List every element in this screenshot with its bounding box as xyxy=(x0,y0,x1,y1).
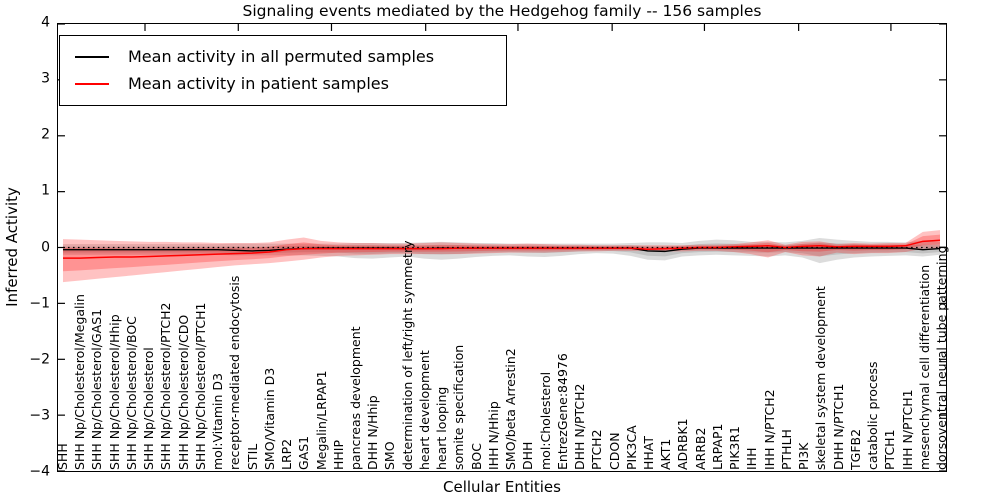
x-tick-label: SHH Np/Cholesterol/Hhip xyxy=(106,314,122,470)
y-tick-label: 2 xyxy=(41,126,50,143)
x-tick-label: somite specification xyxy=(451,344,467,470)
x-axis-label: Cellular Entities xyxy=(443,478,561,496)
series-band-outer-0 xyxy=(62,238,941,264)
x-tick-label: PIK3CA xyxy=(623,425,639,470)
legend-line-sample-1 xyxy=(75,82,109,85)
series-line-1 xyxy=(62,239,941,259)
x-tick-label: IHH xyxy=(744,447,760,471)
y-tick-label: −1 xyxy=(29,295,50,312)
y-tick-label: 4 xyxy=(41,14,50,31)
legend-row: Mean activity in patient samples xyxy=(75,70,496,97)
x-tick-label: catabolic process xyxy=(865,361,881,470)
chart-canvas xyxy=(58,24,946,471)
x-tick-label: ARRB2 xyxy=(692,427,708,470)
x-tick-label: PTCH2 xyxy=(589,429,605,470)
x-tick-label: LRP2 xyxy=(279,438,295,470)
x-tick-label: SHH Np/Cholesterol/GAS1 xyxy=(89,308,105,470)
x-tick-label: IHH N/PTCH2 xyxy=(761,389,777,470)
x-tick-label: SHH Np/Cholesterol/Megalin xyxy=(72,294,88,470)
x-tick-label: DHH N/PTCH1 xyxy=(830,383,846,470)
legend-label: Mean activity in all permuted samples xyxy=(128,47,435,66)
x-tick-label: AKT1 xyxy=(658,438,674,470)
x-tick-label: receptor-mediated endocytosis xyxy=(227,275,243,470)
series-band-outer-1 xyxy=(62,230,941,283)
y-tick-label: 0 xyxy=(41,239,50,256)
x-tick-label: SMO/Vitamin D3 xyxy=(261,367,277,470)
x-tick-label: mesenchymal cell differentiation xyxy=(916,264,932,470)
x-tick-label: DHH N/PTCH2 xyxy=(572,383,588,470)
x-tick-label: TGFB2 xyxy=(847,428,863,470)
x-tick-label: BOC xyxy=(468,443,484,470)
legend-line-sample-0 xyxy=(75,55,109,58)
x-tick-label: pancreas development xyxy=(348,326,363,470)
x-tick-label: mol:Vitamin D3 xyxy=(210,373,226,470)
x-tick-label: SMO/beta Arrestin2 xyxy=(503,348,519,470)
x-tick-label: mol:Cholesterol xyxy=(537,371,553,470)
x-tick-label: EntrezGene:84976 xyxy=(554,353,570,470)
x-tick-label: SHH xyxy=(55,443,70,470)
x-tick-label: HHIP xyxy=(330,439,346,470)
x-tick-label: IHH N/PTCH1 xyxy=(899,389,915,470)
x-tick-label: STIL xyxy=(244,443,260,470)
y-tick-label: −3 xyxy=(29,407,50,424)
y-tick-labels: 4 3 2 1 0 −1 −2 −3 −4 xyxy=(0,16,50,479)
x-tick-label: PIK3R1 xyxy=(727,425,743,470)
y-tick-label: 3 xyxy=(41,70,50,87)
x-tick-label: determination of left/right symmetry xyxy=(399,240,415,471)
x-tick-label: SHH Np/Cholesterol/PTCH2 xyxy=(158,302,174,471)
legend-label: Mean activity in patient samples xyxy=(128,74,389,93)
series-band-inner-0 xyxy=(62,242,941,257)
x-tick-label: PI3K xyxy=(796,442,812,470)
x-tick-label: skeletal system development xyxy=(813,286,829,470)
y-tick-label: −4 xyxy=(29,463,50,480)
x-tick-label: heart development xyxy=(416,350,432,470)
x-tick-label: LRPAP1 xyxy=(709,423,725,470)
x-tick-label: PTCH1 xyxy=(882,429,898,470)
x-tick-label: HHAT xyxy=(641,435,656,470)
x-tick-label: SMO xyxy=(382,441,398,470)
x-tick-label: ADRBK1 xyxy=(675,418,691,470)
x-tick-label: dorsoventral neural tube patterning xyxy=(934,245,949,471)
x-tick-label: PTHLH xyxy=(778,429,794,470)
y-tick-label: 1 xyxy=(41,183,50,200)
x-tick-label: CDON xyxy=(606,432,622,470)
chart-title: Signaling events mediated by the Hedgeho… xyxy=(242,2,762,20)
x-tick-label: heart looping xyxy=(434,386,450,470)
x-tick-label: Megalin/LRPAP1 xyxy=(313,370,329,470)
legend-row: Mean activity in all permuted samples xyxy=(75,43,496,70)
x-tick-label: SHH Np/Cholesterol/PTCH1 xyxy=(192,302,208,471)
y-tick-label: −2 xyxy=(29,351,50,368)
x-tick-label: DHH xyxy=(520,441,536,470)
x-tick-label: SHH Np/Cholesterol xyxy=(141,347,157,470)
legend: Mean activity in all permuted samples Mea… xyxy=(59,35,507,106)
x-tick-label: DHH N/Hhip xyxy=(365,395,381,470)
x-tick-label: IHH N/Hhip xyxy=(485,401,501,470)
x-tick-label: GAS1 xyxy=(296,435,312,470)
plot-area: SHH SHH Np/Cholesterol/Megalin SHH Np/Chol… xyxy=(55,23,949,472)
x-tick-label: SHH Np/Cholesterol/BOC xyxy=(123,316,139,470)
x-tick-label: SHH Np/Cholesterol/CDO xyxy=(175,314,191,470)
